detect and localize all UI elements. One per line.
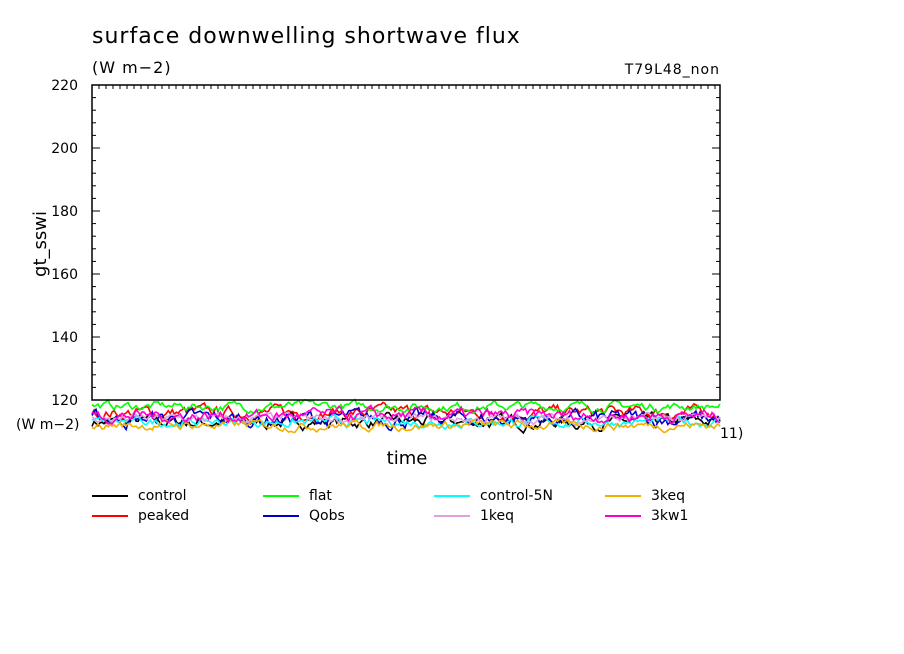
y-tick-label: 200	[51, 141, 78, 157]
legend-label: peaked	[138, 508, 190, 524]
legend-swatch	[92, 515, 128, 517]
legend-swatch	[605, 515, 641, 517]
legend-label: Qobs	[309, 508, 345, 524]
left-clipped-label: (W m−2)	[16, 417, 80, 433]
legend-label: 3keq	[651, 488, 686, 504]
y-tick-label: 140	[51, 330, 78, 346]
y-axis-label: gt_sswi	[30, 211, 51, 277]
legend-swatch	[92, 495, 128, 497]
series-line-control-5N	[91, 413, 721, 431]
tick-layer: 120 140 160 180 200 220	[51, 78, 720, 409]
x-axis-label: time	[387, 448, 428, 469]
series-line-control	[91, 410, 721, 435]
legend-label: flat	[309, 488, 332, 504]
legend-swatch	[605, 495, 641, 497]
legend-swatch	[434, 495, 470, 497]
legend-swatch	[263, 495, 299, 497]
series-line-Qobs	[91, 406, 721, 432]
y-tick-label: 160	[51, 267, 78, 283]
y-tick-label: 180	[51, 204, 78, 220]
legend-swatch	[263, 515, 299, 517]
legend-label: control-5N	[480, 488, 553, 504]
right-clipped-label: 11)	[720, 426, 743, 442]
chart-title: surface downwelling shortwave flux	[92, 24, 521, 49]
legend-swatch	[434, 515, 470, 517]
legend-label: 1keq	[480, 508, 515, 524]
chart-units: (W m−2)	[92, 58, 172, 77]
legend-label: 3kw1	[651, 508, 689, 524]
y-tick-label: 120	[51, 393, 78, 409]
legend-label: control	[138, 488, 187, 504]
series-line-3keq	[91, 417, 721, 434]
run-label: T79L48_non	[624, 62, 720, 78]
series-layer	[91, 398, 721, 435]
y-tick-label: 220	[51, 78, 78, 94]
plot-frame	[91, 84, 721, 401]
series-line-3kw1	[91, 404, 721, 426]
